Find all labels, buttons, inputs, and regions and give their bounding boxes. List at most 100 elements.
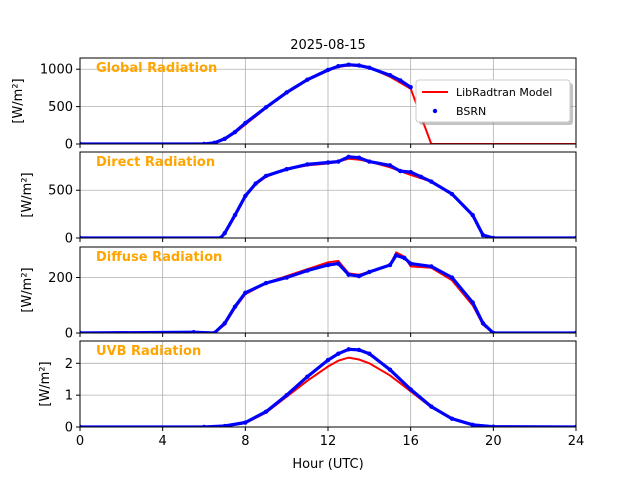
y-tick-label: 2 bbox=[65, 357, 73, 372]
bsrn-point bbox=[491, 330, 496, 333]
bsrn-point bbox=[222, 423, 227, 427]
legend-entry-label: LibRadtran Model bbox=[456, 86, 552, 99]
bsrn-point bbox=[470, 300, 475, 305]
bsrn-point bbox=[408, 169, 413, 175]
y-axis-label: [W/m²] bbox=[20, 172, 35, 217]
bsrn-point bbox=[346, 272, 351, 277]
legend-box bbox=[415, 79, 571, 123]
bsrn-point bbox=[429, 179, 434, 184]
panel-3: 0 200 [W/m²] Diffuse Radiation bbox=[20, 246, 577, 342]
bsrn-point bbox=[394, 253, 399, 258]
x-tick-label: 12 bbox=[320, 434, 337, 449]
panel-title: UVB Radiation bbox=[96, 344, 201, 359]
bsrn-point bbox=[284, 275, 289, 280]
bsrn-point bbox=[387, 73, 393, 78]
bsrn-point bbox=[243, 420, 248, 425]
panel-title: Direct Radiation bbox=[96, 155, 215, 170]
bsrn-point bbox=[356, 347, 362, 353]
bsrn-point bbox=[429, 404, 434, 409]
bsrn-point bbox=[480, 321, 486, 326]
bsrn-point bbox=[325, 262, 331, 268]
plot-area bbox=[80, 347, 576, 427]
bsrn-trace bbox=[80, 253, 576, 333]
bsrn-point bbox=[408, 84, 413, 90]
legend-dot-swatch bbox=[432, 108, 438, 114]
bsrn-point bbox=[212, 330, 217, 333]
bsrn-point bbox=[243, 290, 248, 295]
y-axis-label: [W/m²] bbox=[38, 361, 53, 406]
y-tick-label: 0 bbox=[65, 327, 73, 342]
bsrn-point bbox=[218, 235, 223, 238]
plot-area bbox=[80, 62, 576, 144]
bsrn-point bbox=[191, 329, 196, 333]
bsrn-point bbox=[356, 273, 362, 279]
bsrn-point bbox=[367, 351, 372, 356]
x-tick-label: 4 bbox=[159, 434, 167, 449]
x-tick-label: 20 bbox=[485, 434, 502, 449]
bsrn-point bbox=[284, 167, 289, 172]
x-tick-label: 8 bbox=[241, 434, 249, 449]
x-axis-label: Hour (UTC) bbox=[292, 457, 363, 472]
panel-1: 0 500 1000 [W/m²] Global Radiation bbox=[11, 57, 577, 153]
bsrn-point bbox=[429, 264, 434, 269]
bsrn-point bbox=[573, 424, 576, 427]
bsrn-point bbox=[336, 351, 341, 356]
bsrn-point bbox=[243, 120, 248, 126]
bsrn-point bbox=[408, 387, 413, 392]
bsrn-point bbox=[305, 374, 310, 379]
bsrn-point bbox=[253, 181, 258, 186]
bsrn-point bbox=[573, 330, 576, 333]
bsrn-point bbox=[367, 269, 372, 275]
x-tick-label: 0 bbox=[76, 434, 84, 449]
plot-area bbox=[80, 251, 576, 333]
bsrn-point bbox=[201, 424, 207, 427]
bsrn-point bbox=[263, 173, 269, 179]
bsrn-point bbox=[398, 168, 403, 174]
bsrn-point bbox=[449, 416, 455, 421]
bsrn-point bbox=[470, 212, 475, 218]
bsrn-point bbox=[402, 255, 407, 261]
bsrn-point bbox=[284, 90, 289, 95]
bsrn-point bbox=[80, 235, 83, 238]
y-tick-label: 0 bbox=[65, 138, 73, 153]
bsrn-point bbox=[305, 162, 310, 167]
y-tick-label: 500 bbox=[48, 100, 73, 115]
bsrn-point bbox=[336, 64, 341, 69]
y-tick-label: 1000 bbox=[40, 63, 73, 78]
bsrn-point bbox=[356, 155, 362, 160]
bsrn-point bbox=[480, 232, 486, 238]
bsrn-point bbox=[243, 193, 248, 199]
panel-title: Global Radiation bbox=[96, 61, 217, 76]
bsrn-point bbox=[367, 159, 372, 164]
bsrn-point bbox=[284, 392, 289, 398]
bsrn-point bbox=[222, 231, 227, 236]
y-tick-label: 1 bbox=[65, 389, 73, 404]
bsrn-point bbox=[222, 321, 227, 326]
bsrn-point bbox=[449, 191, 455, 197]
plot-area bbox=[80, 154, 576, 238]
bsrn-point bbox=[470, 422, 475, 427]
bsrn-point bbox=[80, 141, 83, 144]
bsrn-point bbox=[398, 78, 403, 83]
bsrn-point bbox=[80, 424, 83, 427]
bsrn-point bbox=[336, 261, 341, 266]
bsrn-point bbox=[212, 140, 217, 144]
bsrn-point bbox=[408, 261, 413, 266]
bsrn-point bbox=[263, 280, 269, 286]
bsrn-point bbox=[305, 77, 310, 82]
bsrn-point bbox=[336, 159, 341, 164]
bsrn-point bbox=[491, 235, 496, 238]
y-tick-label: 0 bbox=[65, 421, 73, 436]
bsrn-point bbox=[573, 235, 576, 238]
legend-entry-label: BSRN bbox=[456, 105, 486, 118]
y-axis-label: [W/m²] bbox=[20, 267, 35, 312]
y-tick-label: 200 bbox=[48, 271, 73, 286]
bsrn-point bbox=[232, 304, 238, 309]
x-tick-label: 24 bbox=[568, 434, 585, 449]
bsrn-point bbox=[263, 409, 269, 414]
bsrn-point bbox=[325, 357, 331, 363]
